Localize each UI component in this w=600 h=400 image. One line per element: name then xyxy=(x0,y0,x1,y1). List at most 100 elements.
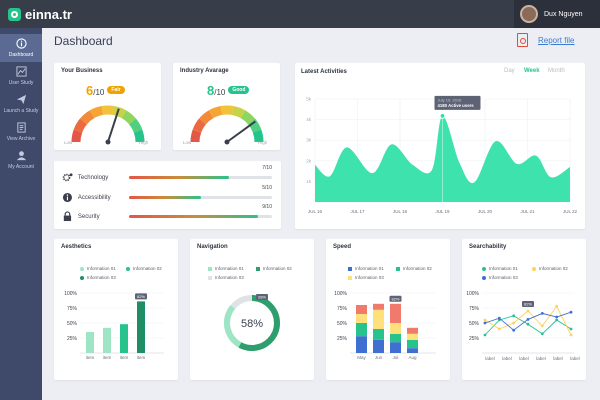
avatar[interactable] xyxy=(520,5,538,23)
sidebar-item-launch-study[interactable]: Launch a Study xyxy=(0,90,42,118)
metric-bar-fill xyxy=(129,176,230,179)
user-menu[interactable]: Dux Nguyen xyxy=(514,0,600,28)
x-tick-label: item xyxy=(120,355,129,360)
x-tick-label: label xyxy=(485,356,495,361)
metric-row-security: Security 9/10 xyxy=(62,204,272,222)
sidebar: Dashboard User Study Launch a Study View… xyxy=(0,28,42,400)
lock-icon xyxy=(63,211,72,222)
tab-month[interactable]: Month xyxy=(548,68,565,74)
line-point xyxy=(555,304,559,308)
card-title: Navigation xyxy=(197,244,228,250)
y-tick-label: 75% xyxy=(337,306,348,312)
gauge-pivot xyxy=(224,139,230,145)
metric-bar-fill xyxy=(129,215,258,218)
line-point xyxy=(540,332,544,336)
speed-card: Speed Information 01 Information 02 Info… xyxy=(326,239,450,380)
x-tick-label: label xyxy=(502,356,512,361)
x-tick-label: JUL 20 xyxy=(478,209,493,214)
sidebar-item-label: Dashboard xyxy=(8,52,34,58)
line-point xyxy=(483,333,487,337)
legend-item: Information 01 xyxy=(80,266,116,271)
send-icon xyxy=(16,94,26,105)
report-file-link[interactable]: Report file xyxy=(517,33,574,47)
y-tick-label: 4k xyxy=(306,117,312,122)
legend-item: Information 01 xyxy=(208,266,244,271)
card-title: Searchability xyxy=(469,244,507,250)
card-title: Latest Activities xyxy=(301,69,347,75)
metrics-card: Technology 7/10 Accessibility 5/10 Secur… xyxy=(54,161,281,229)
legend-swatch xyxy=(80,275,84,280)
gauge-segment xyxy=(192,118,207,133)
report-file-label[interactable]: Report file xyxy=(538,35,575,45)
legend-item: Information 03 xyxy=(208,275,244,280)
metric-value: 5/10 xyxy=(262,185,272,191)
stacked-bar-segment xyxy=(407,327,418,334)
card-title: Industry Avarage xyxy=(180,68,229,74)
tab-week[interactable]: Week xyxy=(524,68,540,74)
gauge-segment xyxy=(231,106,246,119)
value-tag: 82% xyxy=(391,296,399,301)
stacked-bar-segment xyxy=(373,303,384,310)
business-score: 6/10 Fair xyxy=(86,83,125,98)
tab-day[interactable]: Day xyxy=(504,68,515,74)
legend-item: Information 01 xyxy=(348,266,384,271)
card-title: Your Business xyxy=(61,68,103,74)
gauge-segment xyxy=(190,129,202,143)
legend-item: Information 02 xyxy=(532,266,568,271)
tooltip-date: July 19, 2016 xyxy=(438,97,463,102)
logo[interactable]: einna.tr xyxy=(8,6,72,22)
y-tick-label: 1k xyxy=(306,179,312,184)
sidebar-item-user-study[interactable]: User Study xyxy=(0,62,42,90)
value-tag: 28% xyxy=(258,295,266,300)
sidebar-item-label: My Account xyxy=(8,164,34,170)
chart-icon xyxy=(15,66,27,77)
aesthetics-card: Aesthetics Information 01 Information 02… xyxy=(54,239,178,380)
stacked-bar-segment xyxy=(407,333,418,340)
gauge-segment xyxy=(80,110,95,125)
gauge-segment xyxy=(121,110,136,125)
metric-row-accessibility: Accessibility 5/10 xyxy=(62,185,272,203)
metric-label: Accessibility xyxy=(77,194,111,201)
info-icon xyxy=(15,38,27,49)
sidebar-item-my-account[interactable]: My Account xyxy=(0,146,42,174)
legend-item: Information 02 xyxy=(126,266,162,271)
industry-gauge xyxy=(190,105,264,145)
y-tick-label: 100% xyxy=(64,291,77,297)
line-point xyxy=(569,333,573,337)
x-tick-label: label xyxy=(519,356,529,361)
sidebar-item-view-archive[interactable]: View Archive xyxy=(0,118,42,146)
y-tick-label: 100% xyxy=(334,291,347,297)
sidebar-item-dashboard[interactable]: Dashboard xyxy=(0,34,42,62)
line-point xyxy=(526,309,530,313)
legend-swatch xyxy=(208,266,212,271)
gauge-segment xyxy=(73,118,88,133)
user-name[interactable]: Dux Nguyen xyxy=(544,10,583,18)
legend-item: Information 02 xyxy=(256,266,292,271)
speed-stacked-bar-chart: 100% 75% 50% 25% May Jun Jul Aug 82% xyxy=(334,291,436,360)
legend-swatch xyxy=(396,266,400,271)
y-tick-label: 50% xyxy=(337,321,348,327)
industry-score: 8/10 Good xyxy=(207,83,250,98)
status-badge: Fair xyxy=(107,86,125,94)
line-point xyxy=(555,318,559,322)
app-name: einna.tr xyxy=(25,6,72,22)
legend-item: Information 03 xyxy=(482,275,518,280)
y-tick-label: 3k xyxy=(306,138,312,143)
gauge-low-label: Low xyxy=(183,140,192,145)
info-icon xyxy=(62,192,72,203)
x-tick-label: JUL 19 xyxy=(435,209,450,214)
searchability-line-chart: 100% 75% 50% 25% label label label label label la… xyxy=(466,291,580,361)
x-tick-label: Jul xyxy=(393,355,399,360)
y-tick-label: 50% xyxy=(67,321,78,327)
legend-swatch xyxy=(482,266,486,271)
stacked-bar-segment xyxy=(390,303,401,323)
y-tick-label: 100% xyxy=(466,291,479,297)
x-tick-label: JUL 16 xyxy=(308,209,323,214)
sidebar-item-label: View Archive xyxy=(6,136,36,142)
gauge-segment xyxy=(252,129,264,143)
user-icon xyxy=(16,151,26,161)
gauge-segment xyxy=(240,110,255,125)
metric-bar xyxy=(129,176,272,179)
your-business-card: Your Business 6/10 Fair Low High xyxy=(54,63,161,150)
x-tick-label: label xyxy=(553,356,563,361)
